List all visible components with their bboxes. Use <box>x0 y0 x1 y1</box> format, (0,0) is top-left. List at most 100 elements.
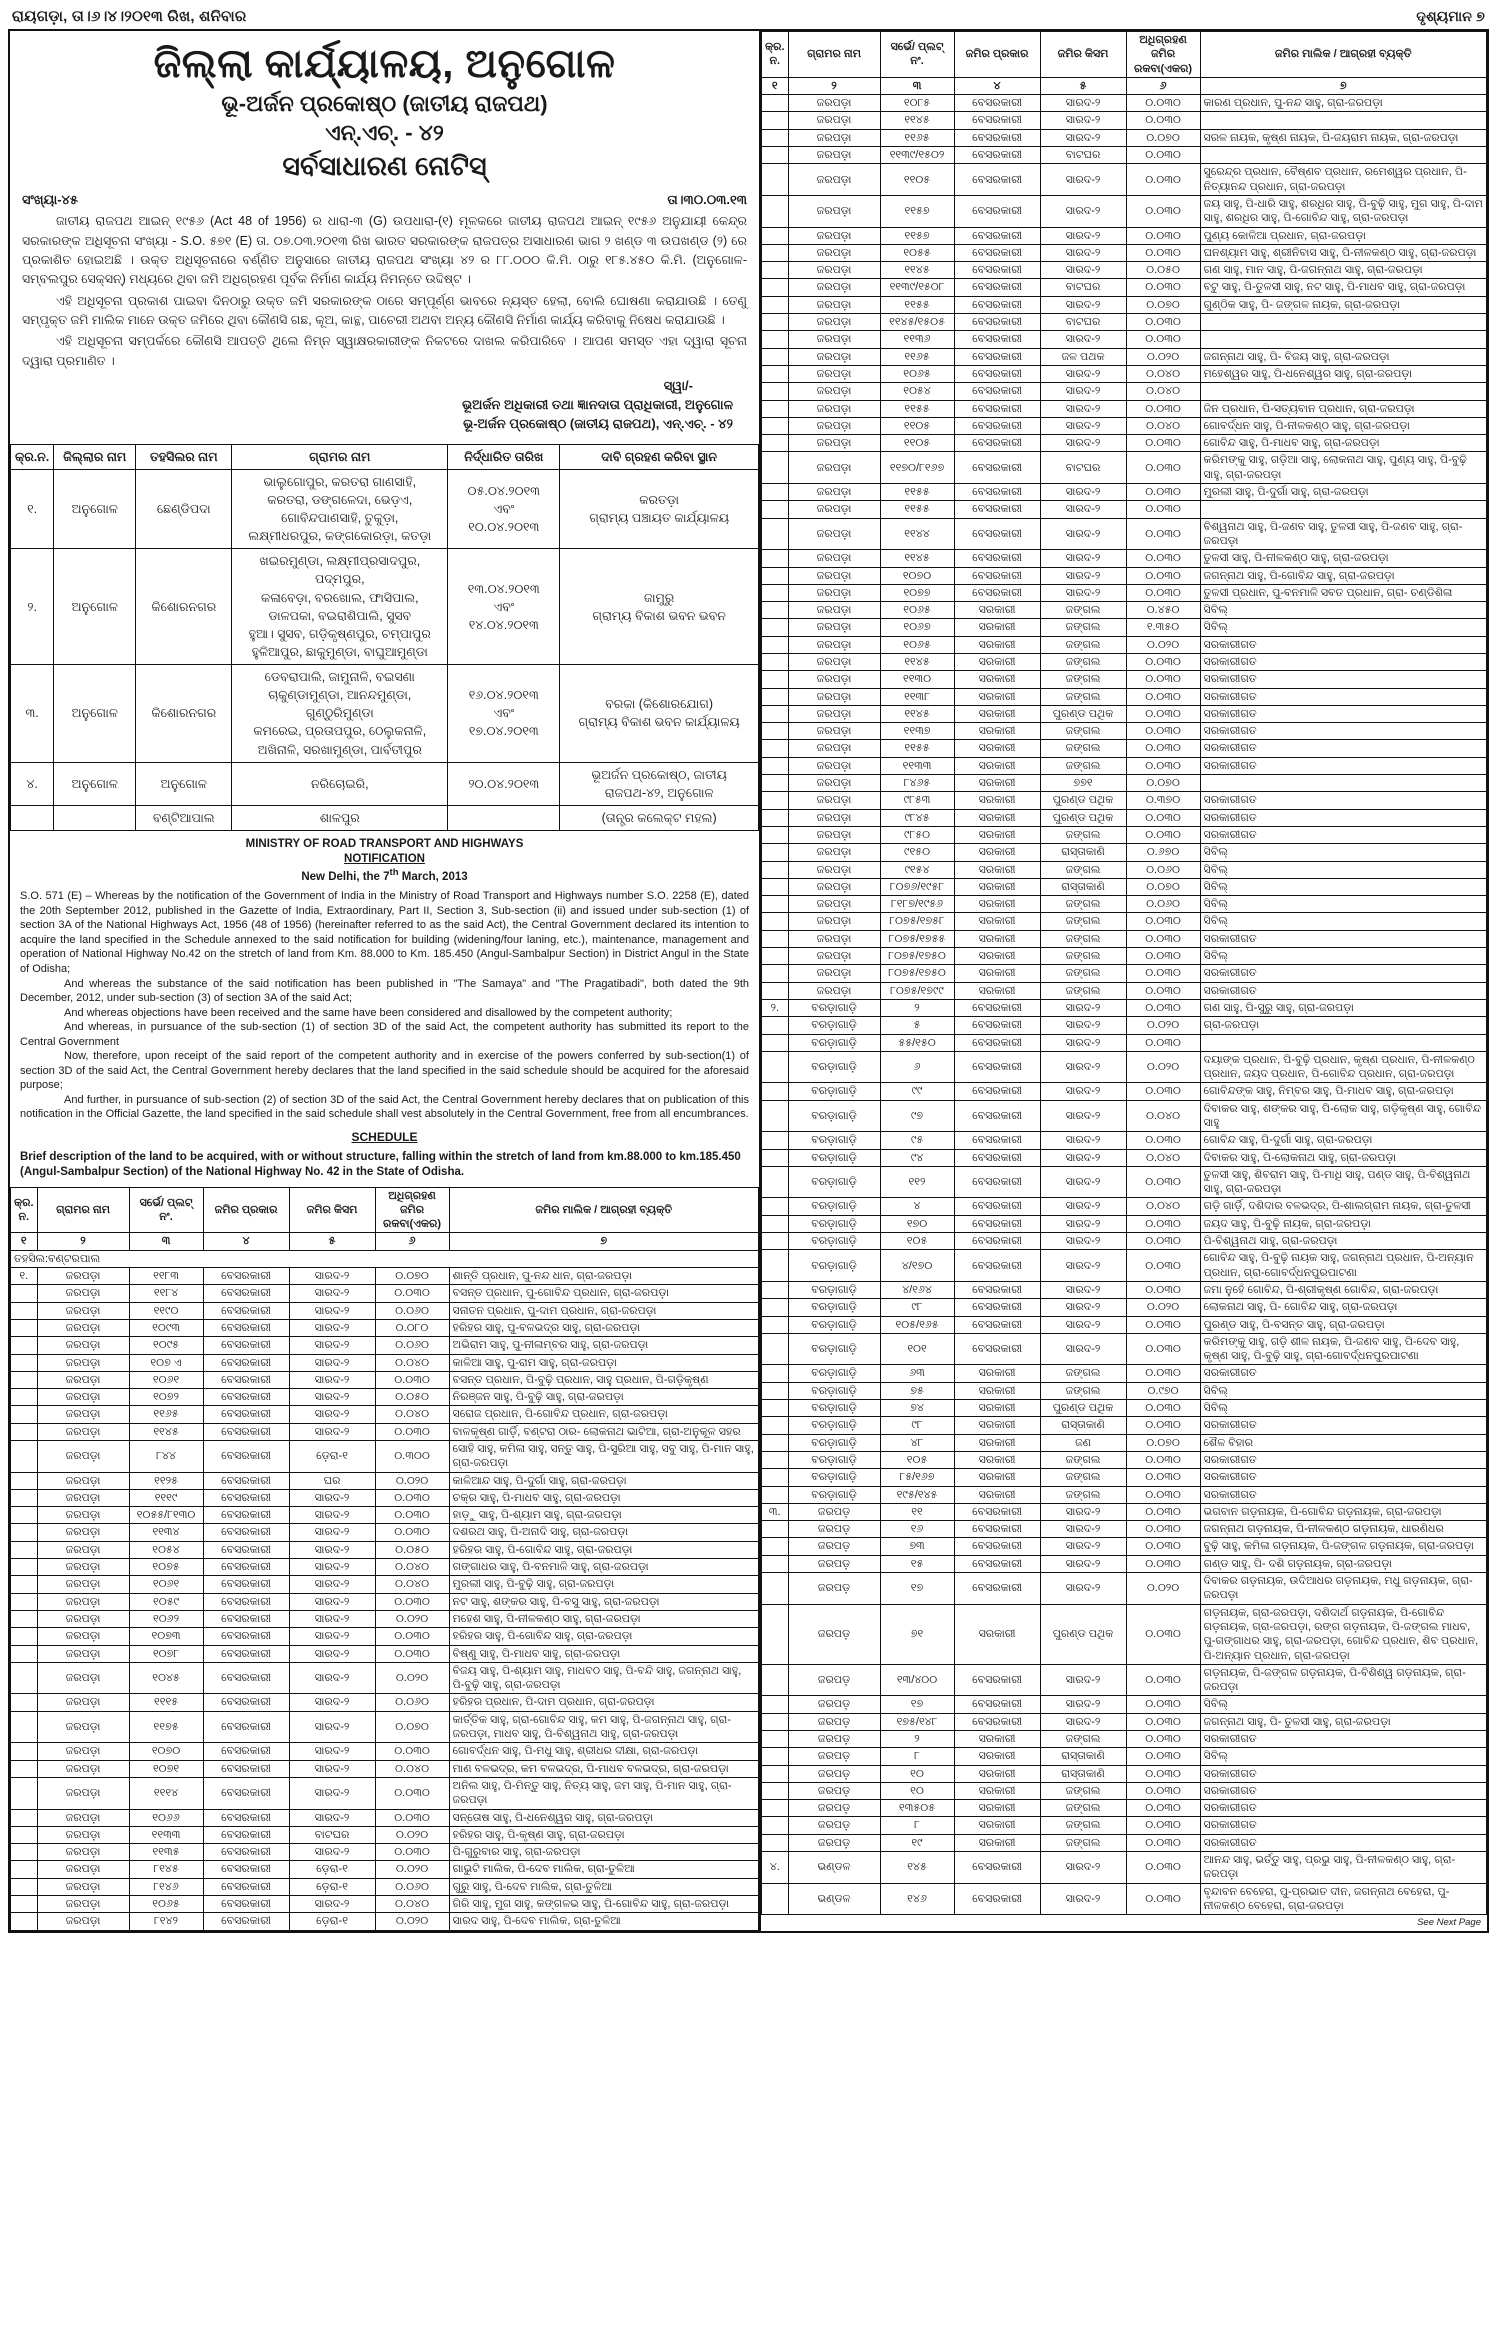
sch-cell-owner: ଆନନ୍ଦ ସାହୁ, ଭର୍ତ୍ତୁ ସାହୁ, ପ୍ରଭୁ ସାହୁ, ପି… <box>1199 1851 1488 1884</box>
table-row: ବରଡ଼ାଗାଡ଼ି ୯୮ ସରକାରୀ ରାସ୍ତାକାଣି ୦.୦୩୦ ସରକାରୀଗ… <box>761 1416 1488 1435</box>
sch-cell-kism: ବାଟଘର <box>1039 146 1127 165</box>
sch-cell-village: ଜରପଡ଼ା <box>36 1710 130 1744</box>
sch-cell-kism: ସାରଦ-୨ <box>1039 295 1127 315</box>
sch-cell-area: ୦.୦୩୦ <box>374 1776 450 1810</box>
sch-cell-kism: ସାରଦ-୨ <box>1039 1249 1127 1282</box>
sch-cell-kism: ଜଙ୍ଗଲ <box>1039 1833 1127 1853</box>
sch-cell-kism: ସାରଦ-୨ <box>1039 1050 1127 1084</box>
sch-cell-area: ୦.୦୩୦ <box>1125 704 1201 724</box>
sch-cell-owner: ସିବିଲ୍ <box>1199 1399 1488 1418</box>
table-row: ଜରପଡ଼ା ୧୦୬୫ ବେସରକାରୀ ସାରଦ-୨ ୦.୦୪୦ ଗିରି ସାହୁ, … <box>10 1894 760 1914</box>
table-row: ଜରପଡ଼ା ୮୦୭୫/୧୭୫୮ ସରକାରୀ ଜଙ୍ଗଲ ୦.୦୩୦ ସିବିଲ୍ <box>761 912 1488 931</box>
sch-cell-kism: ସାରଦ-୨ <box>288 1540 376 1560</box>
sch-cell-village: ଜରପଡ଼ା <box>787 860 881 879</box>
sch-th-kism: ଜମିର କିସମ <box>288 1186 376 1234</box>
sch-cell-area: ୦.୦୩୦ <box>374 1422 450 1441</box>
sch-cell-area: ୦.୦୩୦ <box>1125 981 1201 1000</box>
sch-cell-kism: ସାରଦ-୨ <box>288 1776 376 1810</box>
tahasil-label: ତହସିଲ:ବଣ୍ଟରପାଲ <box>10 1249 759 1269</box>
sch-cell-owner: ସରକାରୀଗତ <box>1199 981 1488 1000</box>
odia-cell-villages: ଶାଳପୁର <box>231 804 449 832</box>
sch-cell-kism: ଜଙ୍ଗଲ <box>1039 687 1127 706</box>
sch-cell-area: ୦.୦୬୦ <box>374 1301 450 1320</box>
sch-cell-owner: ସିବିଲ୍ <box>1199 601 1488 620</box>
sch-cell-kism: ସାରଦ-୨ <box>288 1388 376 1407</box>
table-row: ଜରପଡ଼ା ୮୧୪୨ ବେସରକାରୀ ଡ଼େରା-୧ ୦.୦୨୦ ସାରଦ ସାହୁ,… <box>10 1912 760 1931</box>
sch-cell-village: ଜରପଡ଼ <box>787 1603 881 1665</box>
sch-cell-plot: ୧୭ <box>879 1572 955 1605</box>
odia-cell-serial: ୩. <box>9 664 55 763</box>
sch-cell-plot: ୧୧୪୫ <box>879 111 955 130</box>
table-row: ଜରପଡ଼ା ୧୦୭୩ ବେସରକାରୀ ସାରଦ-୨ ୦.୦୩୦ ହରିହର ସାହୁ,… <box>10 1627 760 1646</box>
odia-cell-date <box>447 804 561 832</box>
ministry-heading: MINISTRY OF ROAD TRANSPORT AND HIGHWAYS <box>245 838 524 851</box>
sch-cell-landtype: ବେସରକାରୀ <box>202 1912 290 1931</box>
sch-cell-owner: ସିବିଲ୍ <box>1199 947 1488 966</box>
sch-cell-owner: ଅନିଲ ସାହୁ, ପି-ମିନ୍ତୁ ସାହୁ, ନିତ୍ୟ ସାହୁ, ଜ… <box>448 1776 760 1810</box>
sch-cell-village: ଜରପଡ଼ା <box>36 1575 130 1594</box>
sch-cell-serial: ୨. <box>761 998 789 1018</box>
table-row: ୨. ବରଡ଼ାଗାଡ଼ି ୨ ବେସରକାରୀ ସାରଦ-୨ ୦.୦୩୦ ଗଣ ସାହୁ,… <box>761 998 1488 1018</box>
sch-cell-landtype: ବେସରକାରୀ <box>953 998 1041 1018</box>
sch-cell-landtype: ସରକାରୀ <box>953 1729 1041 1749</box>
sch-cell-serial <box>761 1554 789 1574</box>
sch-cell-kism: ସାରଦ-୨ <box>288 1336 376 1355</box>
sch-cell-landtype: ବେସରକାରୀ <box>202 1370 290 1390</box>
tahasil-row: ତହସିଲ:ବଣ୍ଟରପାଲ <box>10 1249 759 1269</box>
sch-cell-owner: ସିବିଲ୍ <box>1199 618 1488 637</box>
sch-cell-landtype: ବେସରକାରୀ <box>202 1318 290 1338</box>
sch-cell-owner: ବାଳକୃଷ୍ଣ ଗାର୍ଡ଼ି, ବଣ୍ଟରା ଠାର- ଲୋକନାଥ ଭାଟ… <box>448 1422 760 1441</box>
sch-cell-area: ୦.୦୬୦ <box>374 1877 450 1897</box>
sch-cell-serial <box>761 825 789 845</box>
sch-cell-landtype: ବେସରକାରୀ <box>202 1523 290 1542</box>
odia-cell-date: ୦୫.୦୪.୨୦୧୩ ଏବଂ ୧୦.୦୪.୨୦୧୩ <box>447 468 561 550</box>
sch-cell-landtype: ବେସରକାରୀ <box>202 1267 290 1286</box>
sch-cell-landtype: ସରକାରୀ <box>953 652 1041 672</box>
table-row: ୩. ଅନୁଗୋଳ କିଶୋରନଗର ଡେବରାପାଲି, ଜାମୁନାଳି, ବଇସ… <box>9 664 759 763</box>
odia-cell-district: ଅନୁଗୋଳ <box>53 761 137 806</box>
sch-cell-kism: ଡ଼େରା-୧ <box>288 1860 376 1879</box>
sch-cell-serial <box>761 500 789 519</box>
sch-cell-owner: ସରକାରୀଗତ <box>1199 635 1488 654</box>
sch-cell-plot: ୧୭୫/୧୪୮ <box>879 1712 955 1731</box>
english-body: S.O. 571 (E) – Whereas by the notificati… <box>20 889 749 1121</box>
sch-cell-landtype: ବେସରକାରୀ <box>953 1232 1041 1251</box>
sch-cell-plot: ୧୦୫୫/୮୧୩୦ <box>128 1506 204 1525</box>
sch-cell-landtype: ବେସରକାରୀ <box>953 1882 1041 1916</box>
sch-cell-village: ଜରପଡ଼ା <box>36 1318 130 1338</box>
sch-cell-landtype: ବେସରକାରୀ <box>202 1405 290 1424</box>
table-row: ଜରପଡ଼ା ୮୪୪ ବେସରକାରୀ ଡ଼େରା-୧ ୦.୩୦୦ ସୋହି ସାହୁ, … <box>10 1439 760 1473</box>
sch-cell-kism: ଜଙ୍ଗଲ <box>1039 652 1127 672</box>
sch-cell-plot: ୪/୧୭୦ <box>879 1249 955 1282</box>
sch-cell-area: ୦.୦୩୦ <box>1125 687 1201 706</box>
left-column: ଜିଲ୍ଲା କାର୍ଯ୍ୟାଳୟ, ଅନୁଗୋଳ ଭୂ-ଅର୍ଜନ ପ୍ରକୋ… <box>8 29 760 1933</box>
sch-cell-area: ୦.୦୨୦ <box>374 1661 450 1695</box>
sch-cell-serial <box>10 1336 38 1355</box>
odia-cell-district: ଅନୁଗୋଳ <box>53 548 137 666</box>
sch-th-owner-r: ଜମିର ମାଲିକ / ଆଗ୍ରହୀ ବ୍ୟକ୍ତି <box>1199 31 1488 78</box>
table-row: ବରଡ଼ାଗାଡ଼ି ୯୪ ବେସରକାରୀ ସାରଦ-୨ ୦.୦୪୦ ଦିବାକର ସା… <box>761 1148 1488 1167</box>
sch-cell-kism: ସାରଦ-୨ <box>288 1693 376 1712</box>
sch-cell-landtype: ବେସରକାରୀ <box>202 1575 290 1594</box>
table-row: ଜରପଡ଼ା ୧୧୧୯ ବେସରକାରୀ ସାରଦ-୨ ୦.୦୩୦ ଚକ୍ର ସାହୁ, … <box>10 1488 760 1508</box>
sch-cell-kism: ଜଙ୍ଗଲ <box>1039 947 1127 966</box>
odia-cell-serial: ୪. <box>9 761 55 806</box>
sch-cell-plot: ୧୦୬୧ <box>128 1370 204 1390</box>
sch-cell-area: ୦.୦୬୦ <box>1125 895 1201 914</box>
sch-cell-plot: ୪୮ <box>879 1433 955 1452</box>
table-row: ଜରପଡ଼ା ୯୮୫୦ ସରକାରୀ ଜଙ୍ଗଲ ୦.୦୩୦ ସରକାରୀଗତ <box>761 825 1488 845</box>
sch-cell-area: ୦.୦୩୦ <box>1125 1364 1201 1383</box>
sch-cell-plot: ୧୧୭୫ <box>128 1710 204 1744</box>
sch-cell-kism: ରାସ୍ତାକାଣି <box>1039 1416 1127 1435</box>
sch-cell-kism: ସାରଦ-୨ <box>288 1284 376 1303</box>
sch-cell-village: ଜରପଡ଼ା <box>787 330 881 349</box>
sch-cell-landtype: ବେସରକାରୀ <box>202 1609 290 1629</box>
sch-num-4-r: ୪ <box>953 76 1041 96</box>
sch-cell-owner: ବସନ୍ତ ପ୍ରଧାନ, ପୁ-ଗୋବିନ୍ଦ ପ୍ରଧାନ, ଗ୍ରା-ଜର… <box>448 1284 760 1303</box>
table-row: ଜରପଡ଼ା ୧୧୩୪ ବେସରକାରୀ ସାରଦ-୨ ୦.୦୩୦ ଦଶରଥ ସାହୁ, … <box>10 1523 760 1542</box>
table-row: ଜରପଡ଼ା ୧୧୧୫ ବେସରକାରୀ ସାରଦ-୨ ୦.୦୬୦ ହରିହର ପ୍ରଧା… <box>10 1693 760 1712</box>
sch-cell-area: ୦.୦୩୦ <box>1125 549 1201 568</box>
sch-cell-serial <box>761 1364 789 1383</box>
sch-cell-plot: ୧୧୮୪ <box>128 1284 204 1303</box>
sch-cell-landtype: ସରକାରୀ <box>953 1468 1041 1487</box>
